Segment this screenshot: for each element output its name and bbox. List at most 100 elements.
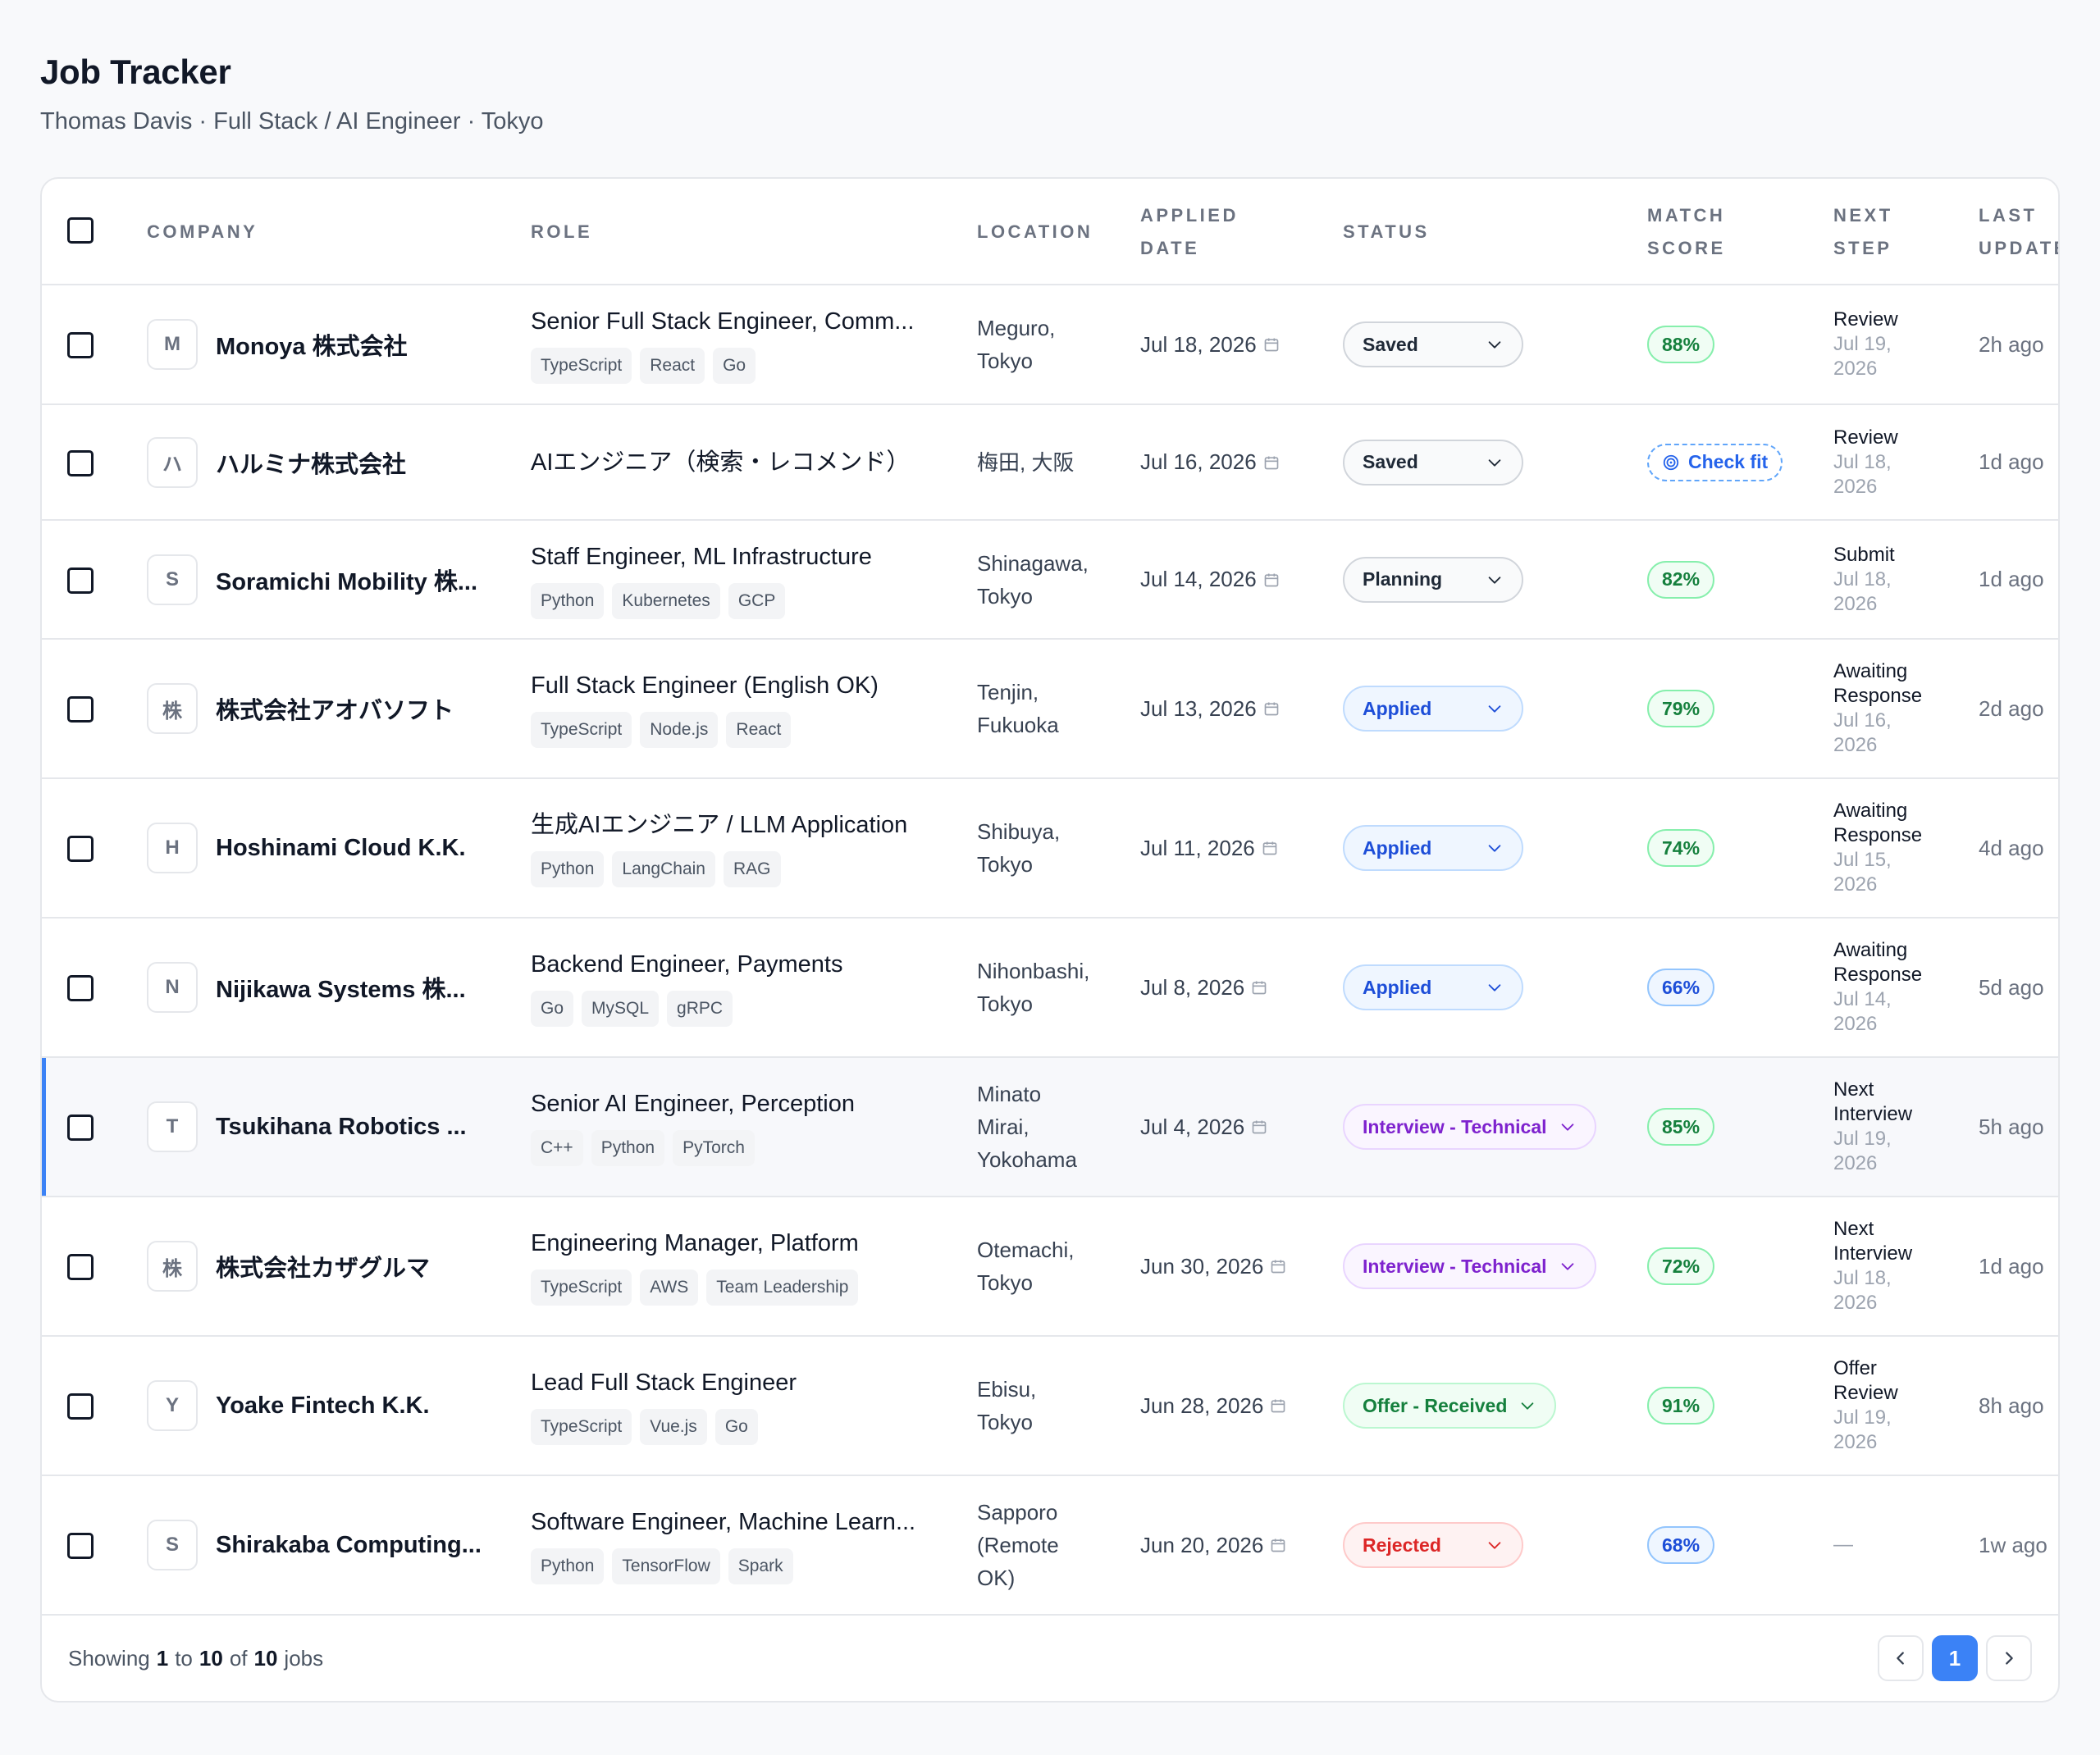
column-header-company[interactable]: COMPANY [147, 221, 258, 242]
status-dropdown[interactable]: Interview - Technical [1343, 1104, 1596, 1150]
company-name[interactable]: Yoake Fintech K.K. [216, 1392, 430, 1419]
row-checkbox[interactable] [67, 696, 94, 723]
column-header-match-score[interactable]: MATCH SCORE [1647, 205, 1726, 258]
company-name[interactable]: 株式会社アオバソフト [216, 698, 454, 724]
applied-date-cell[interactable]: Jul 11, 2026 [1140, 779, 1337, 917]
row-checkbox[interactable] [67, 332, 94, 358]
calendar-icon[interactable] [1263, 454, 1280, 471]
location-text: Otemachi, Tokyo [977, 1238, 1075, 1295]
calendar-icon[interactable] [1270, 1258, 1286, 1274]
column-header-status[interactable]: STATUS [1343, 221, 1430, 242]
calendar-icon[interactable] [1270, 1397, 1286, 1414]
status-dropdown[interactable]: Interview - Technical [1343, 1243, 1596, 1289]
table-row[interactable]: 株株式会社カザグルマ Engineering Manager, Platform T… [42, 1197, 2058, 1337]
calendar-icon[interactable] [1263, 700, 1280, 717]
applied-date-cell[interactable]: Jul 4, 2026 [1140, 1058, 1337, 1196]
table-row[interactable]: N Nijikawa Systems 株... Backend Engineer, … [42, 919, 2058, 1058]
page-1-button[interactable]: 1 [1932, 1635, 1978, 1681]
company-cell[interactable]: ハハルミナ株式会社 [147, 405, 524, 519]
select-all-checkbox[interactable] [67, 217, 94, 244]
status-cell: Saved [1343, 405, 1638, 519]
company-cell[interactable]: 株株式会社カザグルマ [147, 1197, 524, 1335]
calendar-icon[interactable] [1263, 572, 1280, 588]
calendar-icon[interactable] [1251, 1119, 1267, 1135]
table-row[interactable]: T Tsukihana Robotics ... Senior AI Enginee… [42, 1058, 2058, 1197]
check-fit-button[interactable]: Check fit [1647, 443, 1783, 481]
row-checkbox[interactable] [67, 567, 94, 594]
table-row[interactable]: H Hoshinami Cloud K.K. 生成AIエンジニア / LLM App… [42, 779, 2058, 919]
status-dropdown[interactable]: Applied [1343, 825, 1523, 871]
status-dropdown[interactable]: Rejected [1343, 1522, 1523, 1568]
applied-date-cell[interactable]: Jul 13, 2026 [1140, 640, 1337, 777]
status-dropdown[interactable]: Applied [1343, 964, 1523, 1010]
next-step-label: Next Interview [1833, 1218, 1913, 1265]
company-name[interactable]: Monoya 株式会社 [216, 334, 408, 360]
row-checkbox[interactable] [67, 1115, 94, 1141]
status-dropdown[interactable]: Saved [1343, 321, 1523, 367]
role-title[interactable]: Senior AI Engineer, Perception [531, 1091, 855, 1117]
role-title[interactable]: Senior Full Stack Engineer, Comm... [531, 308, 915, 335]
role-title[interactable]: Staff Engineer, ML Infrastructure [531, 543, 872, 570]
status-dropdown[interactable]: Planning [1343, 556, 1523, 603]
company-cell[interactable]: S Soramichi Mobility 株... [147, 521, 524, 638]
company-cell[interactable]: Y Yoake Fintech K.K. [147, 1337, 524, 1475]
row-checkbox[interactable] [67, 1254, 94, 1280]
column-header-location[interactable]: LOCATION [977, 221, 1093, 242]
next-page-button[interactable] [1986, 1635, 2032, 1681]
calendar-icon[interactable] [1251, 979, 1267, 996]
table-row[interactable]: M Monoya 株式会社 Senior Full Stack Engineer, … [42, 285, 2058, 405]
company-name[interactable]: Soramichi Mobility 株... [216, 568, 478, 595]
status-dropdown[interactable]: Saved [1343, 439, 1523, 485]
table-row[interactable]: Y Yoake Fintech K.K. Lead Full Stack Engin… [42, 1337, 2058, 1476]
status-dropdown[interactable]: Offer - Received [1343, 1383, 1557, 1429]
previous-page-button[interactable] [1878, 1635, 1924, 1681]
status-dropdown[interactable]: Applied [1343, 686, 1523, 732]
company-name[interactable]: Nijikawa Systems 株... [216, 977, 466, 1003]
role-title[interactable]: 生成AIエンジニア / LLM Application [531, 812, 908, 838]
company-cell[interactable]: S Shirakaba Computing... [147, 1476, 524, 1614]
calendar-icon[interactable] [1262, 840, 1278, 856]
company-name[interactable]: 株式会社カザグルマ [216, 1256, 431, 1282]
company-name[interactable]: Hoshinami Cloud K.K. [216, 834, 466, 861]
pagination: 1 [1878, 1635, 2032, 1681]
applied-date-cell[interactable]: Jul 14, 2026 [1140, 521, 1337, 638]
calendar-icon[interactable] [1270, 1537, 1286, 1553]
skill-tag: Go [531, 991, 574, 1027]
applied-date-cell[interactable]: Jun 20, 2026 [1140, 1476, 1337, 1614]
column-header-applied-date[interactable]: APPLIED DATE [1140, 205, 1239, 258]
column-header-role[interactable]: ROLE [531, 221, 593, 242]
company-cell[interactable]: 株株式会社アオバソフト [147, 640, 524, 777]
applied-date-cell[interactable]: Jun 28, 2026 [1140, 1337, 1337, 1475]
company-cell[interactable]: N Nijikawa Systems 株... [147, 919, 524, 1056]
next-step-cell: Awaiting Response Jul 16, 2026 [1833, 640, 1973, 777]
company-name[interactable]: Shirakaba Computing... [216, 1531, 482, 1558]
applied-date-cell[interactable]: Jul 18, 2026 [1140, 285, 1337, 403]
company-cell[interactable]: T Tsukihana Robotics ... [147, 1058, 524, 1196]
applied-date-cell[interactable]: Jul 16, 2026 [1140, 405, 1337, 519]
company-name[interactable]: ハルミナ株式会社 [216, 451, 407, 478]
applied-date-cell[interactable]: Jul 8, 2026 [1140, 919, 1337, 1056]
calendar-icon[interactable] [1263, 336, 1280, 353]
row-checkbox[interactable] [67, 449, 94, 476]
company-name[interactable]: Tsukihana Robotics ... [216, 1113, 467, 1140]
chevron-down-icon [1474, 839, 1504, 857]
role-title[interactable]: Backend Engineer, Payments [531, 951, 843, 978]
row-checkbox[interactable] [67, 836, 94, 862]
table-row[interactable]: 株株式会社アオバソフト Full Stack Engineer (English … [42, 640, 2058, 779]
table-row[interactable]: ハハルミナ株式会社 AIエンジニア（検索・レコメンド） 梅田, 大阪 Jul 16, … [42, 405, 2058, 521]
column-header-next-step[interactable]: NEXT STEP [1833, 205, 1893, 258]
role-title[interactable]: Software Engineer, Machine Learn... [531, 1509, 916, 1535]
column-header-last-update[interactable]: LAST UPDATE [1979, 205, 2060, 258]
role-title[interactable]: Full Stack Engineer (English OK) [531, 672, 879, 699]
role-title[interactable]: Lead Full Stack Engineer [531, 1370, 797, 1396]
row-checkbox[interactable] [67, 1393, 94, 1420]
role-title[interactable]: AIエンジニア（検索・レコメンド） [531, 449, 911, 476]
table-row[interactable]: S Soramichi Mobility 株... Staff Engineer, … [42, 521, 2058, 640]
company-cell[interactable]: M Monoya 株式会社 [147, 285, 524, 403]
row-checkbox[interactable] [67, 975, 94, 1001]
table-row[interactable]: S Shirakaba Computing... Software Engineer… [42, 1476, 2058, 1616]
applied-date-cell[interactable]: Jun 30, 2026 [1140, 1197, 1337, 1335]
role-title[interactable]: Engineering Manager, Platform [531, 1230, 859, 1256]
row-checkbox[interactable] [67, 1533, 94, 1559]
company-cell[interactable]: H Hoshinami Cloud K.K. [147, 779, 524, 917]
